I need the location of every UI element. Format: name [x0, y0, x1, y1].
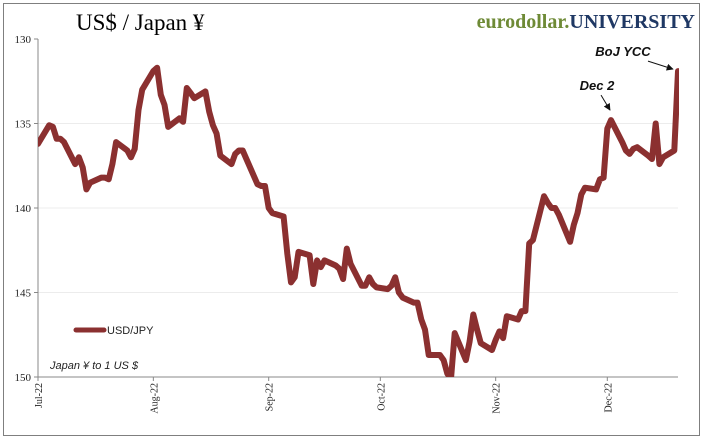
- axes: [34, 38, 678, 381]
- x-tick-label: Jul-22: [34, 383, 45, 408]
- annotations: Dec 2 BoJ YCC: [580, 44, 674, 111]
- x-tick-label: Dec-22: [603, 383, 614, 412]
- y-tick-label: 140: [15, 203, 32, 215]
- y-tick-label: 150: [15, 372, 32, 384]
- chart-title: US$ / Japan ¥: [76, 10, 205, 35]
- series-line-usdjpy: [38, 64, 679, 377]
- chart-note: Japan ¥ to 1 US $: [49, 360, 139, 372]
- series-layer: [38, 64, 679, 377]
- x-tick-label: Nov-22: [492, 383, 503, 414]
- x-tick-label: Sep-22: [265, 383, 276, 411]
- brand-part1: eurodollar.: [476, 11, 570, 33]
- y-tick-label: 130: [15, 34, 32, 46]
- legend-label-usdjpy: USD/JPY: [107, 325, 154, 337]
- annotation-boj-ycc: BoJ YCC: [595, 44, 651, 59]
- y-tick-label: 145: [15, 288, 32, 300]
- y-tick-label: 135: [15, 119, 32, 131]
- brand-logo: eurodollar.UNIVERSITY: [477, 11, 695, 34]
- x-tick-label: Aug-22: [149, 383, 160, 414]
- annotation-dec2: Dec 2: [580, 78, 615, 93]
- annotation-arrow-dec2: [600, 94, 611, 111]
- gridlines: [38, 123, 678, 293]
- y-tick-labels: 130 135 140 145 150: [15, 34, 32, 384]
- chart-frame: [3, 3, 700, 436]
- x-tick-labels: Jul-22 Aug-22 Sep-22 Oct-22 Nov-22 Dec-22: [34, 383, 614, 414]
- brand-part2: UNIVERSITY: [569, 11, 695, 33]
- annotation-arrow-boj-ycc: [647, 60, 674, 71]
- legend: USD/JPY Japan ¥ to 1 US $: [49, 325, 154, 372]
- x-tick-label: Oct-22: [376, 383, 387, 411]
